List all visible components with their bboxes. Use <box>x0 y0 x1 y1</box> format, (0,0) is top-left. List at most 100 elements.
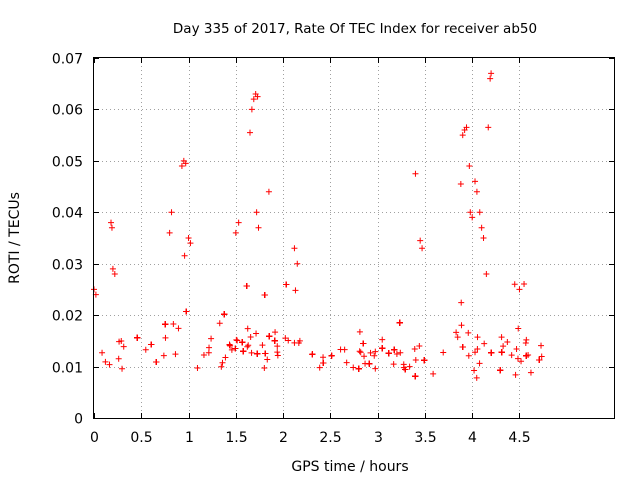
data-point <box>406 363 413 370</box>
data-point <box>512 371 519 378</box>
x-tick-labels: 0 0.5 1 1.5 2 2.5 3 3.5 4 4.5 <box>90 430 531 446</box>
data-point <box>536 357 543 364</box>
data-point <box>485 124 492 131</box>
data-point <box>371 352 378 359</box>
data-point <box>343 359 350 366</box>
data-point <box>366 360 373 367</box>
data-point <box>474 346 481 353</box>
data-point <box>412 373 419 380</box>
data-point <box>454 334 461 341</box>
data-point <box>385 350 392 357</box>
data-point <box>274 349 281 356</box>
data-point <box>390 361 397 368</box>
data-point <box>379 336 386 343</box>
x-tick-label: 1.5 <box>225 430 247 446</box>
data-point <box>476 209 483 216</box>
data-point <box>355 365 362 372</box>
data-point <box>259 342 266 349</box>
data-point <box>459 343 466 350</box>
data-point <box>247 129 253 136</box>
data-point <box>337 346 344 353</box>
data-point <box>474 334 481 341</box>
data-point <box>320 360 327 367</box>
data-point <box>233 336 240 343</box>
y-tick-label: 0 <box>74 412 83 428</box>
x-tick-label: 2.5 <box>319 430 341 446</box>
data-point <box>463 124 470 131</box>
data-points <box>91 70 545 381</box>
data-point <box>515 325 522 332</box>
data-point <box>185 235 192 241</box>
data-point <box>292 287 299 294</box>
data-point <box>328 352 335 359</box>
data-point <box>471 367 478 374</box>
data-point <box>350 364 357 371</box>
x-tick-label: 3.5 <box>414 430 436 446</box>
data-point <box>274 343 281 350</box>
data-point <box>221 311 228 318</box>
data-point <box>208 335 215 342</box>
data-point <box>248 349 255 356</box>
data-point <box>372 365 379 372</box>
plot-frame <box>93 57 615 419</box>
data-point <box>175 325 182 332</box>
data-point <box>513 345 520 352</box>
data-point <box>234 337 241 344</box>
y-tick-label: 0.02 <box>52 309 83 325</box>
x-tick-label: 3 <box>374 430 383 446</box>
y-tick-labels: 0 0.01 0.02 0.03 0.04 0.05 0.06 0.07 <box>52 52 83 428</box>
data-point <box>421 357 428 364</box>
data-point <box>109 265 116 272</box>
y-tick-label: 0.03 <box>52 258 83 274</box>
data-point <box>232 229 239 236</box>
data-point <box>416 342 423 349</box>
data-point <box>294 260 301 267</box>
data-point <box>243 283 250 290</box>
data-point <box>153 358 160 365</box>
data-point <box>295 340 302 347</box>
data-point <box>473 374 480 381</box>
data-point <box>108 219 115 226</box>
data-point <box>261 365 268 372</box>
data-point <box>522 339 529 346</box>
data-point <box>357 349 364 356</box>
data-point <box>219 359 226 366</box>
data-point <box>458 322 465 329</box>
data-point <box>283 281 290 288</box>
data-point <box>467 209 474 216</box>
data-point <box>511 281 518 288</box>
data-point <box>254 350 261 357</box>
data-point <box>379 345 386 352</box>
data-point <box>272 329 279 336</box>
data-point <box>235 219 242 226</box>
data-point <box>264 356 271 363</box>
data-point <box>458 299 465 306</box>
y-tick-label: 0.01 <box>52 361 83 377</box>
data-point <box>391 346 398 353</box>
data-point <box>309 351 316 358</box>
data-point <box>187 240 194 247</box>
data-point <box>250 96 257 103</box>
data-point <box>253 209 260 216</box>
data-point <box>271 337 278 344</box>
data-point <box>316 364 323 371</box>
data-point <box>285 337 292 344</box>
data-point <box>245 342 252 349</box>
data-point <box>200 352 207 359</box>
x-tick-label: 4.5 <box>508 430 530 446</box>
y-tick-label: 0.07 <box>52 52 83 68</box>
data-point <box>538 353 545 360</box>
data-point <box>488 70 495 77</box>
data-point <box>218 363 225 370</box>
data-point <box>216 320 223 327</box>
data-point <box>262 350 269 357</box>
y-axis-label: ROTI / TECUs <box>7 192 23 284</box>
data-point <box>356 348 363 355</box>
data-point <box>247 334 254 341</box>
data-point <box>356 328 363 335</box>
data-point <box>483 271 490 277</box>
data-point <box>183 308 190 315</box>
data-point <box>274 352 281 359</box>
data-point <box>181 252 188 259</box>
data-point <box>476 360 483 367</box>
